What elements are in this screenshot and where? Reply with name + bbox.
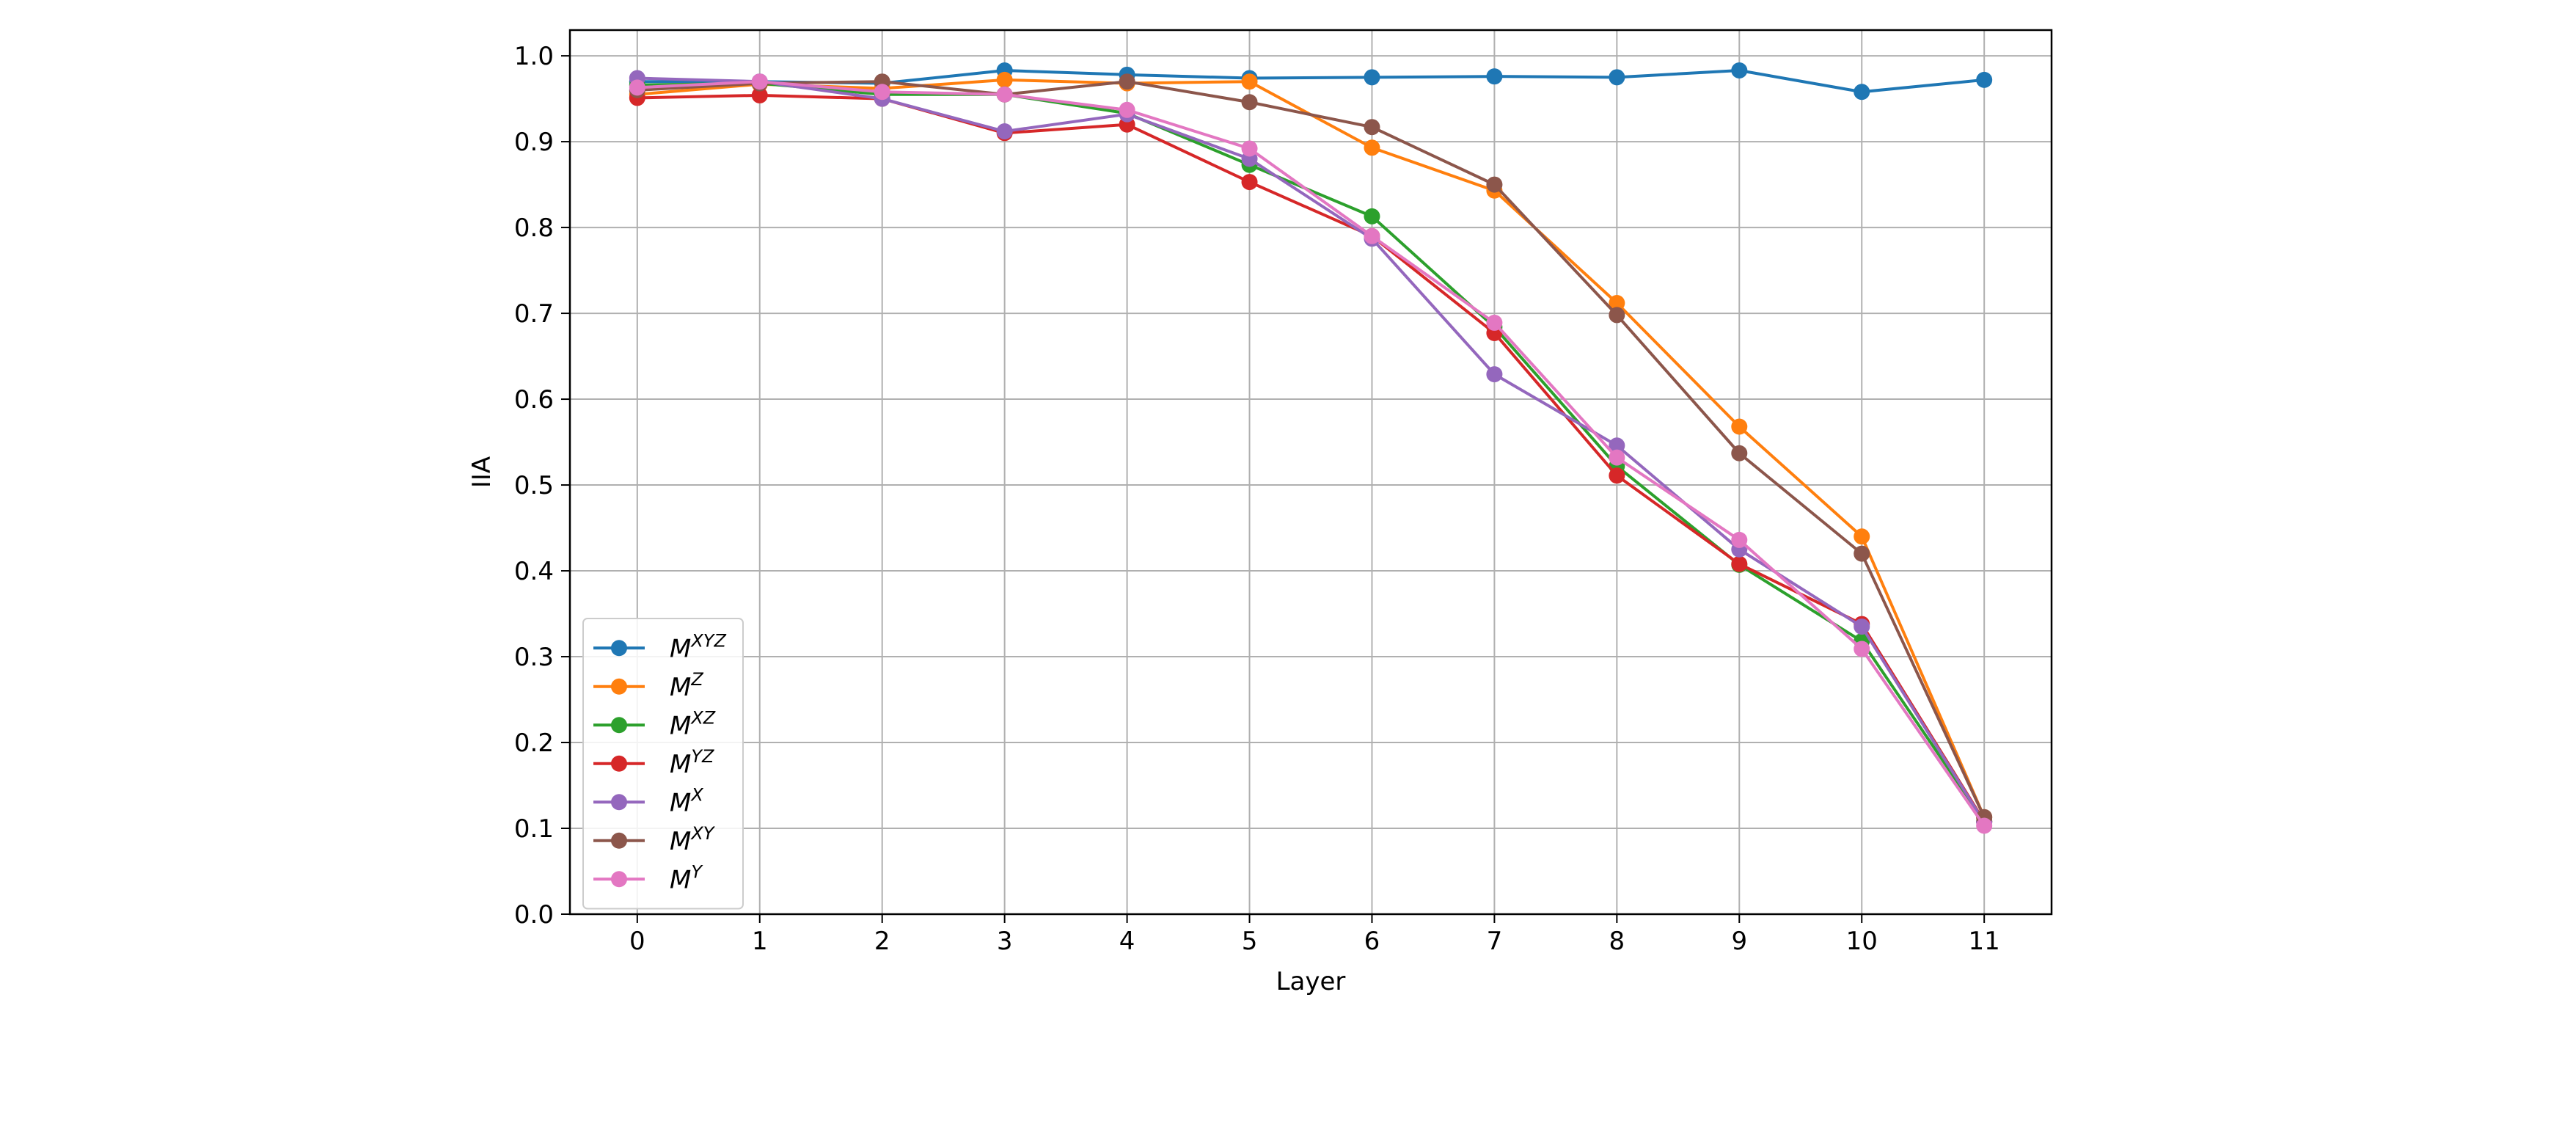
y-tick-label: 1.0 (514, 42, 554, 71)
data-point (1609, 307, 1625, 324)
series-line (635, 80, 1986, 820)
legend-item: MY (593, 861, 703, 894)
data-point (1486, 366, 1503, 383)
data-point (1854, 528, 1870, 545)
x-tick-label: 3 (997, 927, 1013, 956)
data-point (1486, 314, 1503, 331)
y-tick-label: 0.1 (514, 814, 554, 844)
series-line (635, 80, 1986, 828)
data-point (996, 86, 1013, 103)
data-point (996, 123, 1013, 140)
legend-marker (611, 794, 627, 811)
series-y (629, 73, 1993, 834)
y-tick-label: 0.8 (514, 214, 554, 243)
plot-frame (568, 29, 2053, 916)
x-tick-label: 0 (629, 927, 645, 956)
x-tick-label: 6 (1364, 927, 1380, 956)
data-point (1364, 139, 1380, 156)
legend-item: MZ (593, 669, 703, 702)
data-point (1976, 71, 1993, 88)
x-tick-label: 11 (1969, 927, 2000, 956)
series-line (635, 76, 1986, 825)
y-tick-label: 0.4 (514, 557, 554, 586)
y-axis-label: IIA (467, 456, 497, 488)
x-tick-label: 7 (1487, 927, 1503, 956)
data-point (996, 71, 1013, 88)
axis-ticks: 0 1 2 3 4 5 6 7 8 9 10 11 0.0 0.1 0.2 0.3 0.4 0.5 0.6 0.7 0.… (514, 42, 2000, 956)
data-point (629, 79, 645, 96)
x-tick-label: 1 (752, 927, 768, 956)
data-point (1854, 641, 1870, 657)
data-point (1731, 445, 1748, 461)
data-point (1364, 69, 1380, 86)
data-point (1976, 817, 1993, 834)
data-point (1241, 73, 1258, 90)
data-point (1241, 174, 1258, 191)
data-point (1119, 73, 1135, 90)
x-tick-label: 5 (1242, 927, 1258, 956)
data-point (1609, 69, 1625, 86)
legend-label: MXY (670, 823, 716, 856)
x-tick-label: 8 (1609, 927, 1625, 956)
data-point (1731, 531, 1748, 548)
data-point (1119, 101, 1135, 118)
data-point (1854, 84, 1870, 101)
legend-label: MZ (670, 669, 703, 702)
x-tick-label: 4 (1119, 927, 1135, 956)
legend-item: MXYZ (593, 630, 726, 663)
y-tick-label: 0.3 (514, 643, 554, 672)
legend-marker (611, 717, 627, 734)
legend-label: MXYZ (670, 630, 726, 663)
y-tick-label: 0.6 (514, 385, 554, 415)
data-point (1854, 618, 1870, 635)
x-tick-label: 2 (874, 927, 890, 956)
data-point (1609, 467, 1625, 484)
legend-marker (611, 871, 627, 888)
data-point (874, 84, 890, 101)
y-tick-label: 0.7 (514, 299, 554, 329)
data-point (751, 73, 768, 90)
y-tick-label: 0.0 (514, 900, 554, 930)
legend-marker (611, 640, 627, 657)
data-series (629, 62, 1993, 834)
data-point (1364, 208, 1380, 225)
data-point (1241, 140, 1258, 157)
data-point (751, 87, 768, 103)
legend-label: MYZ (670, 746, 714, 779)
data-point (1609, 449, 1625, 466)
data-point (1486, 176, 1503, 193)
y-tick-label: 0.5 (514, 471, 554, 500)
data-point (1731, 418, 1748, 435)
y-tick-label: 0.2 (514, 729, 554, 758)
data-point (1364, 227, 1380, 244)
legend-item: MXY (593, 823, 716, 856)
legend-label: MX (670, 784, 703, 817)
legend: MXYZ MZ MXZ MYZ MX MXY MY (582, 618, 744, 910)
y-tick-label: 0.9 (514, 128, 554, 157)
x-tick-label: 9 (1731, 927, 1747, 956)
x-axis-label: Layer (1276, 967, 1346, 996)
data-point (1609, 437, 1625, 454)
legend-marker (611, 678, 627, 695)
data-point (1364, 119, 1380, 136)
data-point (1241, 94, 1258, 111)
legend-label: MY (670, 861, 703, 894)
legend-item: MXZ (593, 707, 716, 740)
data-point (1731, 62, 1748, 79)
data-point (1609, 295, 1625, 312)
data-point (1486, 68, 1503, 85)
x-tick-label: 10 (1846, 927, 1878, 956)
legend-marker (611, 755, 627, 772)
legend-item: MYZ (593, 746, 714, 779)
data-point (1854, 545, 1870, 562)
data-point (1731, 555, 1748, 572)
legend-label: MXZ (670, 707, 716, 740)
legend-item: MX (593, 784, 703, 817)
series-line (635, 93, 1986, 824)
legend-marker (611, 832, 627, 849)
